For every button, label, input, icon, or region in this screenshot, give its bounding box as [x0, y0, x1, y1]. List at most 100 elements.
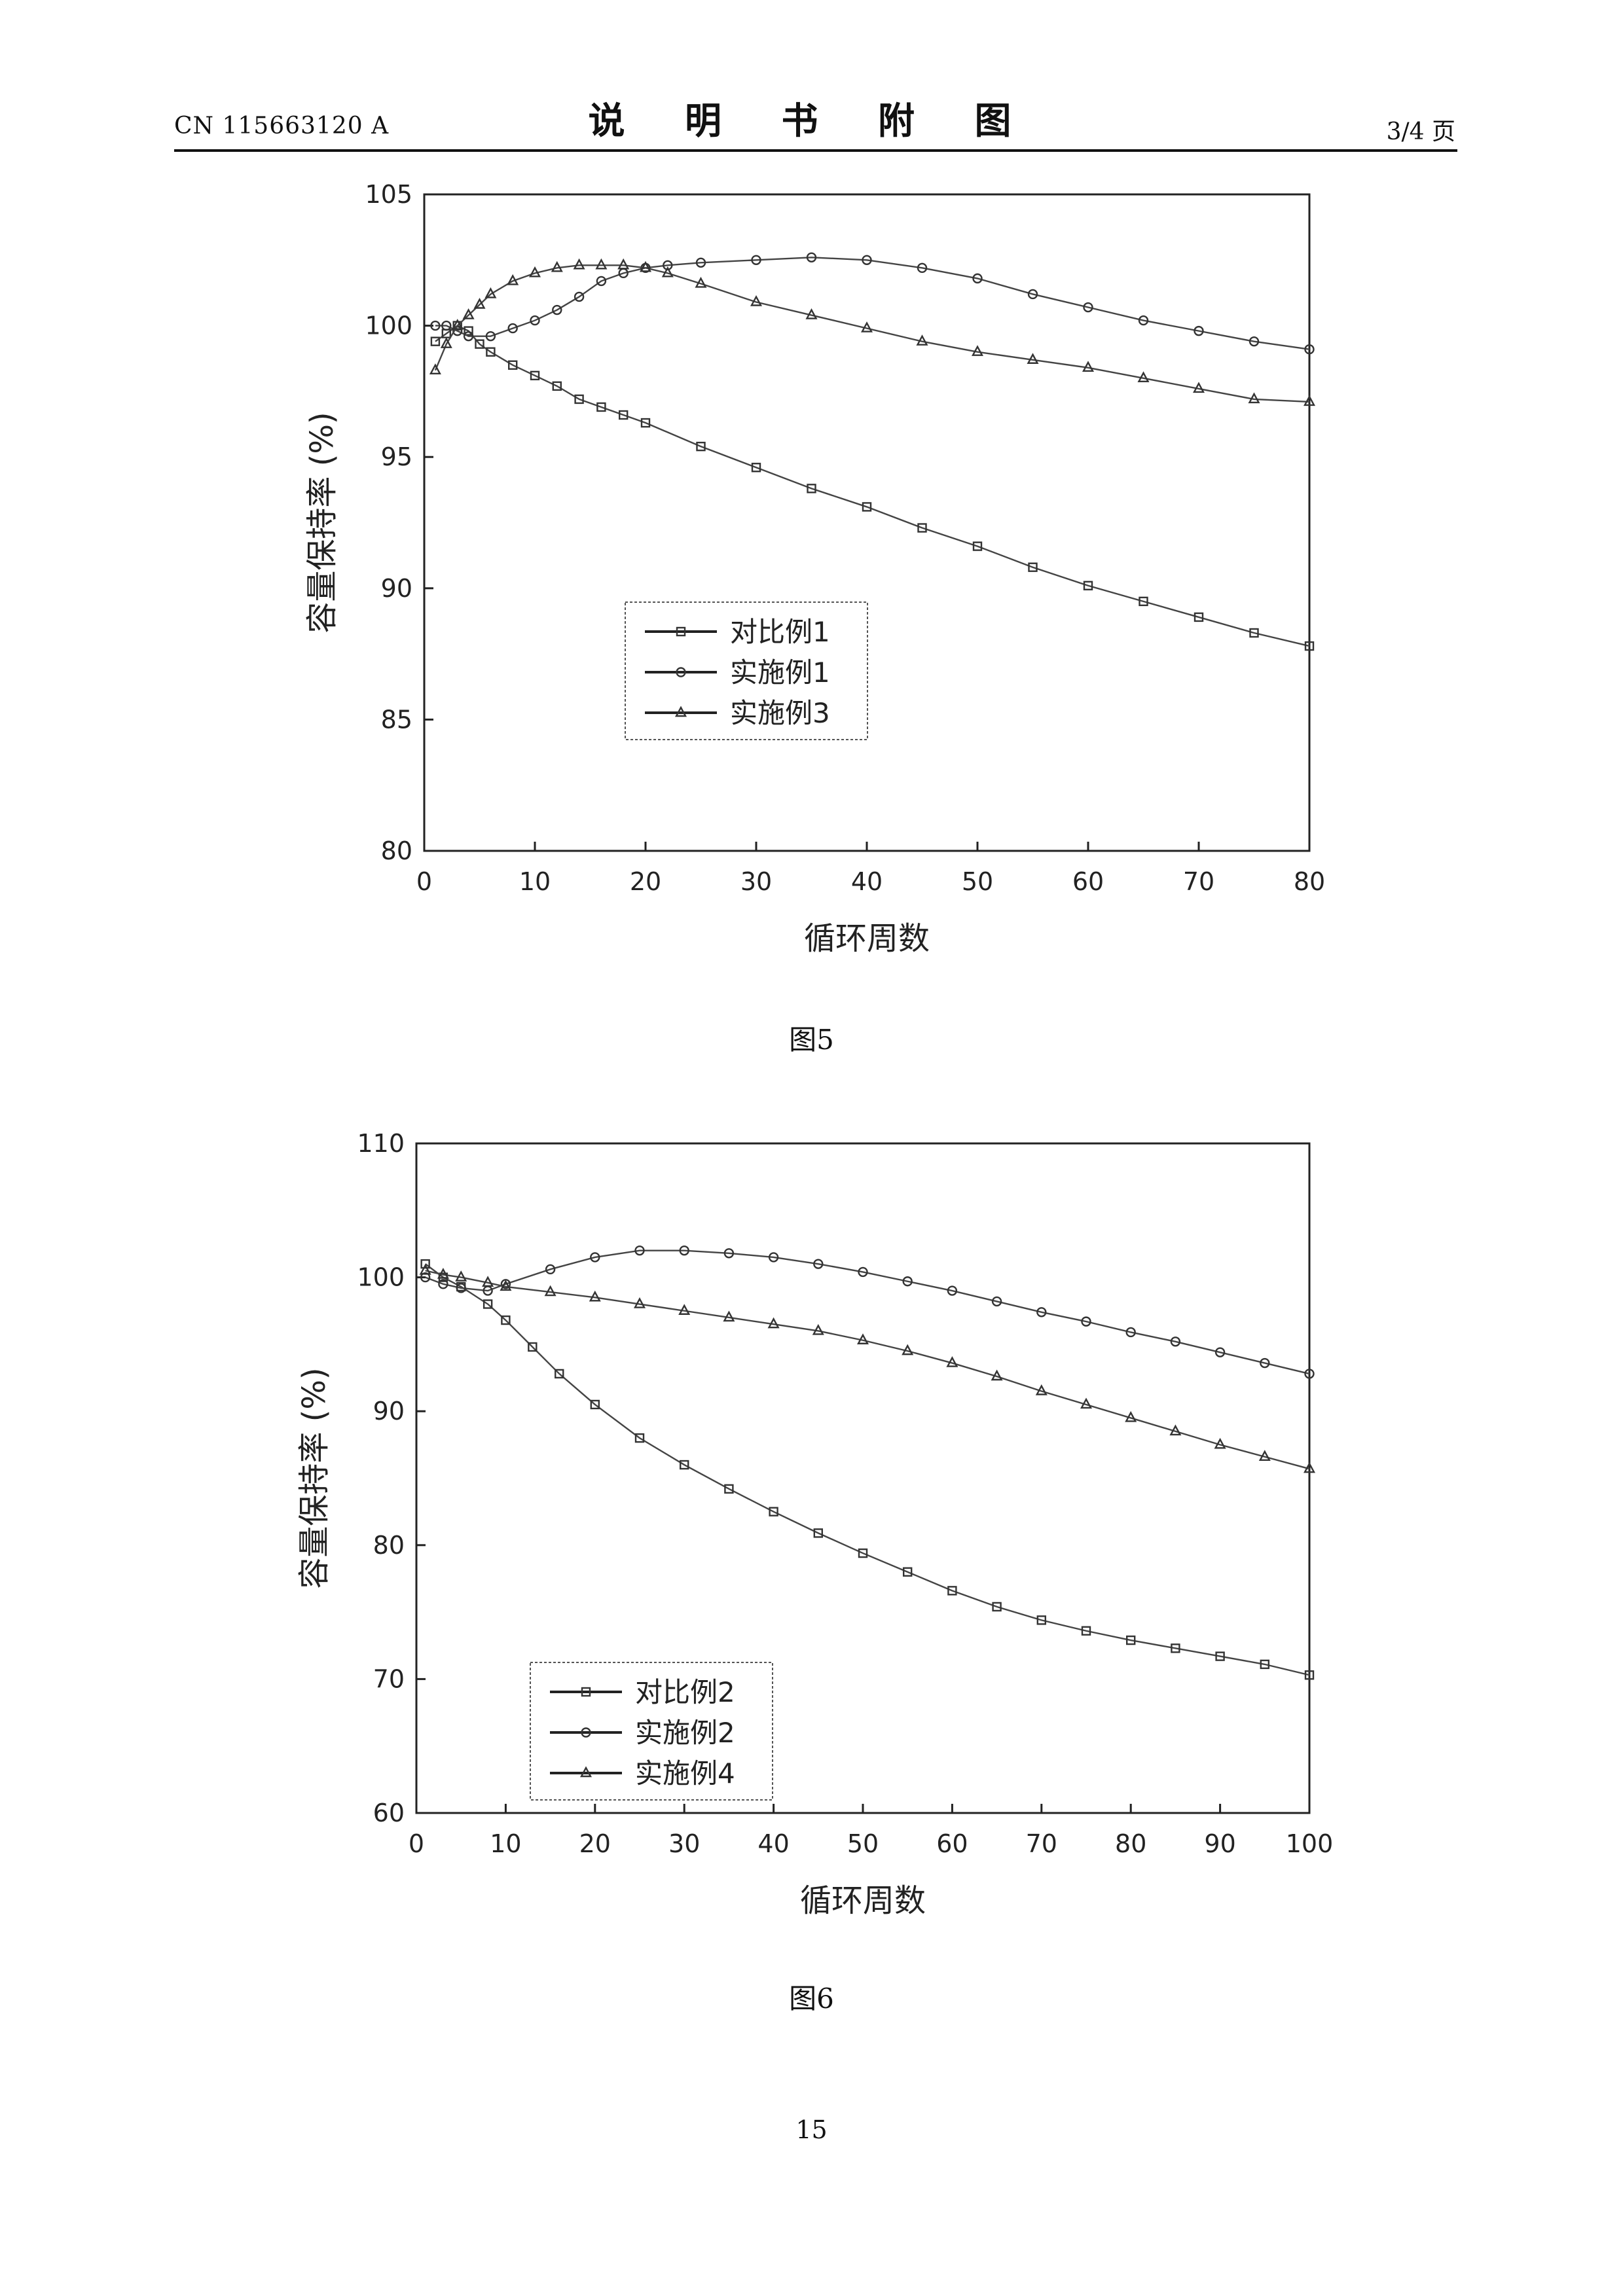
header-rule: [174, 149, 1457, 152]
data-point: [678, 1304, 691, 1315]
data-point: [1260, 1659, 1270, 1670]
y-tick-label: 100: [365, 312, 412, 340]
data-point: [1081, 1626, 1091, 1636]
data-point: [695, 257, 706, 268]
data-point: [544, 1285, 556, 1297]
legend-marker: [676, 626, 686, 637]
data-point: [634, 1433, 645, 1443]
data-point: [1082, 361, 1095, 372]
y-axis-label: 容量保持率 (%): [304, 412, 340, 633]
data-point: [530, 370, 540, 381]
data-point: [552, 304, 562, 315]
y-tick-label: 70: [373, 1664, 405, 1693]
data-point: [1170, 1336, 1181, 1347]
y-tick-label: 80: [381, 836, 412, 865]
legend-label: 对比例2: [635, 1676, 735, 1708]
series-3: [419, 1263, 1316, 1473]
x-tick-label: 70: [1183, 867, 1214, 896]
y-tick-label: 80: [373, 1531, 405, 1560]
x-tick-label: 50: [962, 867, 993, 896]
data-point: [552, 381, 562, 391]
x-tick-label: 30: [668, 1829, 700, 1858]
x-tick-label: 80: [1294, 867, 1325, 896]
data-point: [1304, 641, 1315, 651]
data-point: [661, 266, 674, 278]
legend-marker: [676, 667, 686, 677]
x-tick-label: 40: [851, 867, 883, 896]
data-point: [813, 1528, 824, 1538]
legend-label: 实施例2: [635, 1717, 735, 1749]
data-point: [555, 1369, 564, 1379]
x-tick-label: 40: [757, 1829, 789, 1858]
data-point: [485, 331, 496, 342]
x-tick-label: 50: [847, 1829, 879, 1858]
data-point: [750, 295, 763, 306]
data-point: [1137, 371, 1150, 383]
y-tick-label: 95: [381, 442, 412, 471]
data-point: [530, 315, 540, 326]
data-point: [545, 1264, 556, 1275]
data-point: [1080, 1397, 1093, 1409]
y-tick-label: 110: [357, 1129, 405, 1158]
x-tick-label: 90: [1204, 1829, 1235, 1858]
data-point: [858, 1548, 868, 1558]
data-point: [1171, 1643, 1180, 1653]
data-point: [916, 334, 928, 346]
x-tick-label: 0: [409, 1829, 424, 1858]
data-point: [1303, 395, 1316, 406]
y-tick-label: 90: [381, 574, 412, 603]
legend-label: 实施例3: [730, 697, 830, 729]
data-point: [807, 484, 816, 493]
data-point: [507, 274, 519, 285]
data-point: [1304, 1369, 1315, 1379]
series-line: [425, 1249, 1310, 1375]
y-tick-label: 105: [365, 180, 412, 209]
data-point: [1138, 315, 1149, 326]
x-tick-label: 70: [1026, 1829, 1057, 1858]
legend-marker: [581, 1727, 591, 1738]
data-point: [596, 276, 607, 287]
data-point: [751, 463, 761, 473]
data-point: [1125, 1410, 1137, 1422]
data-point: [679, 1460, 689, 1470]
data-point: [1304, 344, 1315, 355]
data-point: [1028, 562, 1038, 572]
data-point: [1027, 353, 1039, 364]
data-point: [1214, 1437, 1226, 1449]
data-point: [430, 336, 441, 346]
data-point: [590, 1252, 600, 1263]
data-point: [589, 1290, 601, 1302]
data-point: [858, 1266, 868, 1278]
y-tick-label: 100: [357, 1263, 405, 1292]
data-point: [574, 394, 584, 404]
page-indicator: 3/4 页: [1386, 118, 1455, 145]
y-axis-label: 容量保持率 (%): [296, 1367, 333, 1588]
data-point: [595, 258, 608, 270]
data-point: [1083, 581, 1093, 590]
data-point: [1194, 325, 1204, 336]
data-point: [1125, 1327, 1136, 1338]
data-point: [860, 321, 873, 332]
page-title: 说 明 书 附 图: [588, 100, 1035, 143]
legend-label: 实施例1: [730, 656, 830, 689]
data-point: [451, 319, 464, 330]
data-point: [419, 1263, 431, 1275]
data-point: [484, 287, 497, 298]
legend-marker: [581, 1687, 591, 1697]
data-point: [441, 320, 452, 331]
data-point: [902, 1276, 913, 1287]
data-point: [1035, 1384, 1048, 1395]
data-point: [1304, 1670, 1315, 1680]
data-point: [902, 1344, 914, 1355]
y-tick-label: 85: [381, 705, 412, 734]
data-point: [806, 252, 817, 262]
data-point: [947, 1285, 958, 1296]
chart-figure-6: 60 70 80 90 100 110 0 10 20 30 40 50 60 70 80 90 100 循环周数…: [296, 1129, 1333, 1919]
data-point: [528, 266, 541, 278]
data-point: [430, 320, 441, 331]
legend: 对比例2 实施例2 实施例4: [530, 1662, 773, 1801]
data-point: [574, 291, 585, 302]
data-point: [1215, 1651, 1225, 1661]
data-point: [767, 1317, 780, 1329]
data-point: [972, 541, 983, 551]
